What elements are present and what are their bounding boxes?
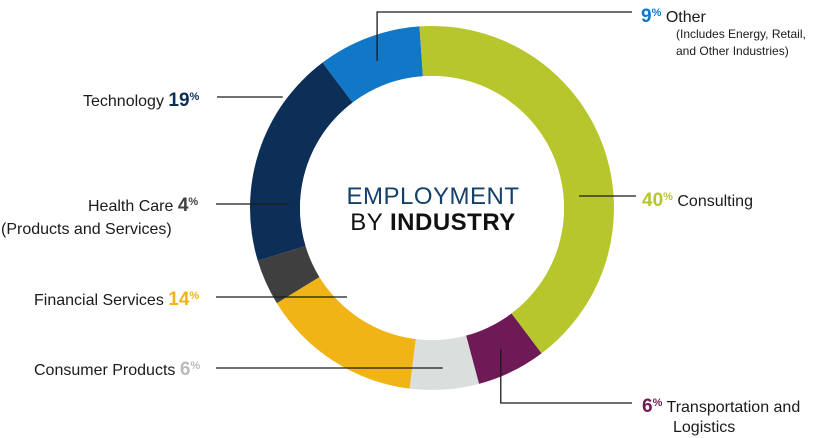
label-transportation-line2: Logistics (673, 419, 736, 436)
label-other-text: Other (665, 9, 706, 26)
donut-hole (300, 76, 564, 340)
label-consulting: 40% Consulting (642, 190, 753, 211)
label-consulting-text: Consulting (677, 193, 753, 210)
slice-consulting (419, 26, 614, 354)
leader-line-transportation (500, 349, 632, 404)
label-other-sub2: and Other Industries) (676, 44, 789, 58)
pct-financial: 14 (168, 289, 190, 310)
label-other-sub1: (Includes Energy, Retail, (676, 27, 806, 41)
leader-line-other (376, 11, 632, 61)
pct-consulting: 40 (642, 190, 664, 211)
pct-transportation: 6 (642, 396, 653, 417)
slice-technology (250, 62, 353, 261)
pct-technology: 19 (168, 90, 190, 111)
label-other: 9% Other (641, 6, 706, 27)
slice-health (257, 246, 320, 304)
pct-health-care: 4 (177, 195, 189, 216)
label-technology: Technology 19% (83, 90, 200, 111)
pct-consumer: 6 (179, 359, 191, 380)
label-consumer: Consumer Products 6% (34, 359, 201, 380)
label-consumer-text: Consumer Products (34, 362, 176, 379)
slice-other (322, 26, 423, 103)
center-title-line1: EMPLOYMENT (346, 183, 520, 210)
slice-transportation (466, 313, 542, 384)
label-transportation-text: Transportation and (666, 399, 801, 416)
center-title-line2: BY INDUSTRY (350, 209, 516, 236)
label-health-care-line2: (Products and Services) (1, 221, 172, 238)
slice-consumer (409, 335, 479, 391)
label-financial: Financial Services 14% (34, 289, 200, 310)
label-technology-text: Technology (83, 93, 164, 110)
slice-financial (276, 276, 416, 389)
pct-other: 9 (641, 6, 652, 27)
label-health-care-text: Health Care (88, 198, 174, 215)
label-transportation: 6% Transportation and (642, 396, 801, 417)
label-health-care: Health Care 4% (88, 195, 199, 216)
label-financial-text: Financial Services (34, 292, 164, 309)
